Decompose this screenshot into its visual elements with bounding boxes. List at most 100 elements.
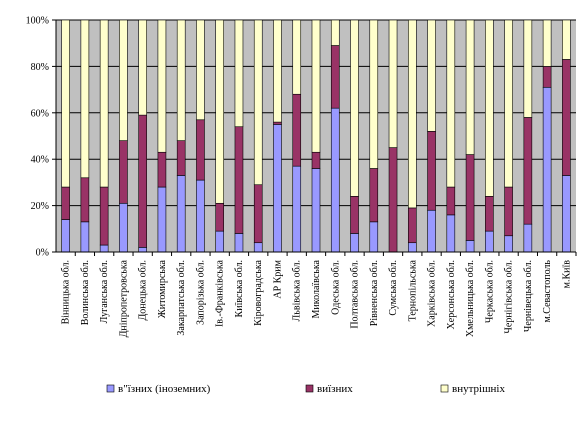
bar-segment-3	[523, 19, 533, 118]
bar-segment-1	[446, 214, 456, 253]
x-category-label: м.Севастополь	[542, 260, 553, 323]
bar-segment-1	[504, 235, 513, 253]
bar-segment-3	[273, 19, 282, 123]
bar-segment-3	[138, 19, 147, 116]
bar-segment-3	[427, 19, 436, 132]
bar-segment-3	[80, 19, 90, 179]
bar-segment-3	[119, 19, 128, 141]
y-tick-label: 20%	[31, 201, 49, 212]
bar-segment-2	[504, 186, 513, 237]
x-category-label: Луганська обл.	[99, 260, 110, 323]
bar-segment-3	[196, 19, 205, 121]
bar-segment-2	[273, 121, 282, 125]
bar-segment-2	[292, 93, 302, 167]
bar-segment-2	[407, 207, 417, 244]
x-category-label: Чернігівська обл.	[504, 260, 515, 334]
x-category-label: Вінницька обл.	[61, 260, 72, 324]
x-category-label: Житомирська	[157, 259, 168, 318]
x-category-label: Сумська обл.	[388, 260, 399, 316]
bar-segment-3	[253, 19, 263, 186]
bar-segment-1	[61, 219, 70, 253]
bar-segment-3	[330, 19, 340, 46]
bar-segment-2	[427, 131, 436, 211]
y-tick-label: 0%	[36, 248, 49, 259]
bar-segment-2	[311, 151, 321, 169]
bar-segment-3	[311, 19, 321, 153]
bar-segment-1	[350, 233, 359, 253]
bar-segment-2	[350, 196, 359, 234]
x-category-label: Донецька обл.	[138, 260, 149, 321]
x-category-label: Хмельницька обл.	[465, 260, 476, 337]
bar-segment-3	[234, 19, 244, 128]
bar-segment-2	[157, 151, 167, 188]
x-category-label: Закарпатська обл.	[176, 260, 187, 336]
x-category-label: Запорізька обл.	[195, 260, 206, 325]
x-category-label: Київська обл.	[234, 260, 245, 317]
bar-segment-1	[80, 221, 90, 253]
bar-segment-1	[157, 186, 167, 253]
bar-segment-2	[215, 202, 225, 232]
x-category-label: м.Київ	[561, 260, 572, 289]
bar-segment-1	[311, 168, 321, 253]
x-category-label: Рівненська обл.	[369, 260, 380, 326]
x-category-label: Чернівецька обл.	[523, 260, 534, 332]
bar-segment-3	[407, 19, 417, 209]
bar-segment-3	[446, 19, 456, 188]
bar-segment-1	[427, 209, 436, 253]
bar-segment-1	[407, 242, 417, 253]
bar-segment-1	[119, 202, 128, 253]
bar-segment-2	[330, 45, 340, 109]
bar-segment-2	[80, 177, 90, 223]
bar-segment-2	[523, 117, 533, 225]
x-category-label: Харківська обл.	[427, 260, 438, 327]
bar-segment-3	[542, 19, 552, 67]
bar-segment-1	[176, 175, 186, 253]
bar-segment-3	[157, 19, 167, 153]
y-tick-label: 100%	[26, 16, 49, 27]
bar-segment-2	[465, 154, 475, 241]
bar-segment-3	[369, 19, 379, 169]
bar-segment-3	[292, 19, 302, 95]
bar-segment-2	[562, 59, 571, 176]
legend-swatch	[305, 384, 314, 393]
x-category-label: Львівська обл.	[292, 260, 303, 321]
x-category-label: Миколаївська	[311, 259, 322, 318]
bar-segment-1	[542, 86, 552, 253]
bar-segment-2	[138, 114, 147, 248]
legend-swatch	[440, 384, 449, 393]
bar-segment-3	[465, 19, 475, 155]
legend-label: виїзних	[317, 383, 353, 395]
bar-segment-3	[504, 19, 513, 188]
bar-segment-1	[369, 221, 379, 253]
bar-segment-2	[61, 186, 70, 220]
bar-segment-3	[562, 19, 571, 60]
bar-segment-2	[542, 66, 552, 88]
y-tick-label: 80%	[31, 62, 49, 73]
x-category-label: Тернопільська	[407, 259, 418, 321]
bar-segment-2	[485, 196, 494, 232]
bar-segment-3	[176, 19, 186, 141]
bar-segment-3	[215, 19, 225, 204]
bar-segment-1	[330, 107, 340, 253]
bar-segment-2	[446, 186, 456, 216]
bar-segment-1	[234, 233, 244, 253]
bar-segment-2	[369, 168, 379, 223]
legend-label: в"їзних (іноземних)	[118, 383, 211, 395]
bar-segment-3	[61, 19, 70, 188]
x-category-label: Полтавська обл.	[350, 260, 361, 329]
bar-segment-3	[485, 19, 494, 197]
bar-segment-3	[350, 19, 359, 197]
x-category-label: Волинська обл.	[80, 260, 91, 325]
x-category-label: Черкаська обл.	[484, 260, 495, 323]
bar-segment-1	[523, 223, 533, 253]
bar-segment-1	[253, 242, 263, 253]
bar-segment-1	[465, 240, 475, 253]
x-axis-labels: Вінницька обл. Волинська обл. Луганська об…	[61, 259, 573, 337]
x-category-label: Ів.-Франківська	[215, 259, 226, 327]
bar-segment-2	[234, 126, 244, 234]
bar-segment-2	[99, 186, 109, 246]
bar-segment-2	[196, 119, 205, 181]
bar-segment-2	[176, 140, 186, 176]
bar-segment-2	[253, 184, 263, 244]
